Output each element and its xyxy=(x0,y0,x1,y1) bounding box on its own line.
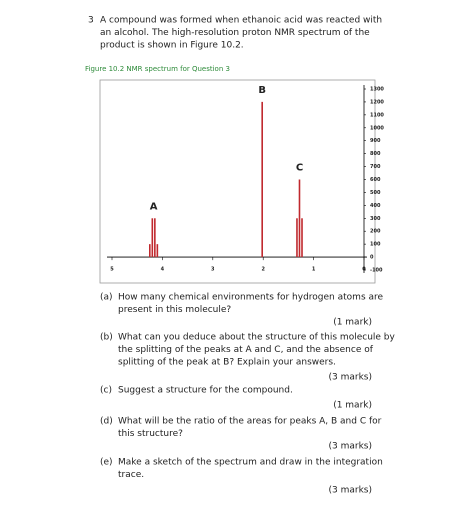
x-tick-label: 2 xyxy=(261,267,265,273)
part-marks: (3 marks) xyxy=(329,442,373,452)
part-label: (b) xyxy=(100,333,113,343)
x-tick-label: 3 xyxy=(211,267,215,273)
part-text: present in this molecule? xyxy=(118,305,231,315)
part-text: What will be the ratio of the areas for … xyxy=(118,417,382,427)
part-label: (c) xyxy=(100,386,112,396)
x-tick-label: 4 xyxy=(161,267,165,273)
question-text: A compound was formed when ethanoic acid… xyxy=(100,16,382,26)
part-label: (d) xyxy=(100,417,113,427)
peak-label: A xyxy=(150,201,158,212)
x-tick-label: 5 xyxy=(110,267,114,273)
part-label: (e) xyxy=(100,458,113,468)
y-tick-label: 1100 xyxy=(370,112,384,118)
part-text: the splitting of the peaks at A and C, a… xyxy=(118,345,374,355)
part-text: splitting of the peak at B? Explain your… xyxy=(118,358,336,368)
y-tick-label: 500 xyxy=(370,190,381,196)
part-text: What can you deduce about the structure … xyxy=(118,333,396,343)
part-label: (a) xyxy=(100,293,113,303)
y-tick-label: 1300 xyxy=(370,87,384,93)
question-number: 3 xyxy=(88,16,94,26)
y-tick-label: 1000 xyxy=(370,125,384,131)
y-tick-label: 1200 xyxy=(370,99,384,105)
y-tick-label: 400 xyxy=(370,203,381,209)
figure-caption: Figure 10.2 NMR spectrum for Question 3 xyxy=(85,65,230,73)
y-tick-label: 200 xyxy=(370,229,381,235)
peak-label: C xyxy=(296,163,303,174)
y-tick-label: 800 xyxy=(370,151,381,157)
part-marks: (3 marks) xyxy=(329,486,373,496)
y-tick-label: 900 xyxy=(370,138,381,144)
question-text: an alcohol. The high-resolution proton N… xyxy=(100,28,370,38)
part-text: How many chemical environments for hydro… xyxy=(118,293,384,303)
x-tick-label: 1 xyxy=(312,267,316,273)
y-tick-label: 0 xyxy=(370,255,374,261)
part-text: this structure? xyxy=(118,429,183,439)
y-tick-label: 600 xyxy=(370,177,381,183)
y-tick-label: 300 xyxy=(370,216,381,222)
question-text: product is shown in Figure 10.2. xyxy=(100,41,244,51)
part-marks: (3 marks) xyxy=(329,373,373,383)
figure-frame xyxy=(99,79,376,284)
y-tick-label: 100 xyxy=(370,242,381,248)
peak-label: B xyxy=(258,85,266,96)
part-marks: (1 mark) xyxy=(333,401,372,411)
y-tick-label: 700 xyxy=(370,164,381,170)
part-marks: (1 mark) xyxy=(333,318,372,328)
part-text: Suggest a structure for the compound. xyxy=(118,386,293,396)
part-text: trace. xyxy=(118,470,144,480)
part-text: Make a sketch of the spectrum and draw i… xyxy=(118,458,383,468)
y-tick-label: -100 xyxy=(370,268,383,274)
x-tick-label: 0 xyxy=(362,267,366,273)
